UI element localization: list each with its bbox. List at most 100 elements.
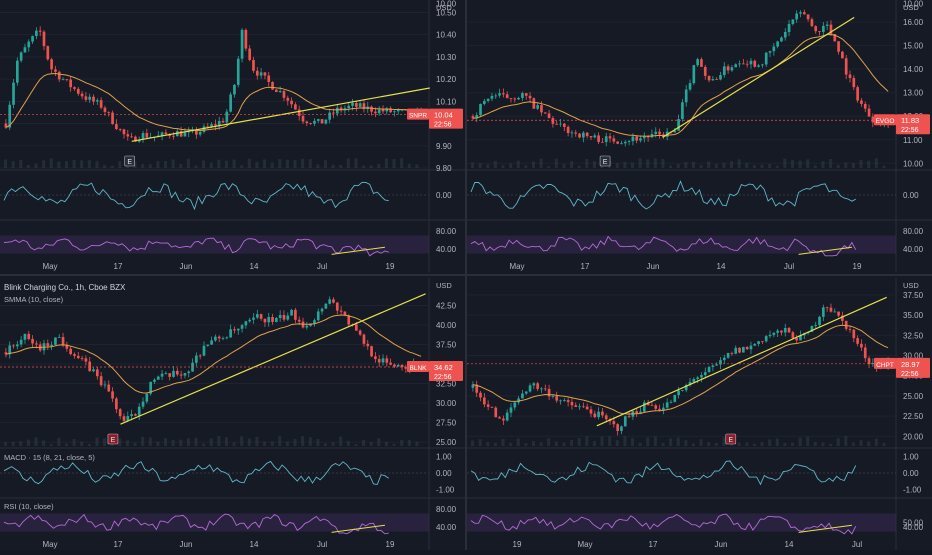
volume-bar [699, 439, 703, 446]
candle-body [233, 329, 236, 331]
candle-body [183, 373, 187, 376]
candle-body [860, 100, 863, 104]
symbol-tag [407, 108, 429, 120]
candle-body [54, 69, 57, 72]
price-tick-label: 22.50 [903, 412, 924, 421]
candle-body [513, 98, 517, 100]
volume-bar [346, 441, 350, 446]
candle-body [532, 383, 536, 386]
candle-body [225, 111, 229, 123]
candle-body [92, 96, 95, 102]
time-tick-label: Jun [180, 262, 193, 271]
volume-bar [240, 436, 244, 446]
volume-bar [87, 443, 91, 446]
volume-bar [501, 165, 505, 168]
volume-bar [263, 441, 267, 446]
price-tick-label: 40.00 [436, 321, 457, 330]
candle-body [355, 324, 358, 331]
candle-body [23, 47, 27, 53]
candle-body [616, 141, 619, 144]
volume-bar [346, 158, 350, 168]
rsi-tick-label: 80.00 [436, 505, 457, 514]
currency-label: USD [903, 3, 919, 12]
candle-body [787, 328, 791, 333]
volume-bar [646, 159, 650, 168]
candle-body [608, 136, 612, 139]
candle-body [524, 391, 528, 394]
candle-body [38, 30, 42, 32]
volume-bar [836, 438, 840, 446]
candle-body [810, 19, 814, 27]
symbol-tag [874, 357, 896, 369]
candle-body [696, 377, 699, 379]
volume-bar [171, 159, 175, 168]
candle-body [833, 311, 837, 313]
candle-body [570, 132, 574, 134]
last-price-tag [429, 108, 463, 129]
candle-body [494, 95, 498, 97]
candle-body [867, 358, 871, 365]
candle-body [290, 100, 293, 105]
candle-body [494, 407, 498, 418]
candle-body [711, 79, 715, 81]
candle-body [332, 112, 335, 114]
candle-body [84, 358, 88, 362]
candle-body [271, 81, 274, 90]
candle-body [111, 391, 114, 399]
candle-body [286, 315, 290, 320]
candle-body [347, 315, 351, 325]
candle-body [27, 333, 31, 339]
candle-body [69, 348, 72, 355]
candle-body [183, 132, 187, 137]
macd-tick-label: 1.00 [903, 453, 919, 462]
volume-bar [407, 439, 411, 446]
candle-body [122, 129, 126, 135]
candle-body [248, 48, 252, 60]
currency-label: USD [436, 281, 452, 290]
volume-bar [684, 161, 688, 168]
candle-body [852, 329, 856, 339]
volume-bar [34, 437, 38, 446]
candle-body [867, 108, 871, 117]
indicator-label: SMMA (10, close) [4, 295, 64, 304]
candle-body [396, 364, 400, 367]
volume-bar [570, 439, 574, 446]
candle-body [275, 89, 278, 93]
candle-body [570, 401, 574, 406]
candle-body [791, 332, 795, 339]
trendline [662, 16, 855, 138]
candle-body [692, 378, 696, 382]
volume-bar [19, 159, 23, 168]
volume-bar [630, 438, 635, 446]
volume-bar [790, 442, 795, 446]
symbol-tag-text: BLNK [410, 365, 428, 372]
volume-bar [707, 442, 711, 446]
volume-bar [316, 164, 320, 168]
volume-bar [592, 441, 596, 446]
candle-body [528, 385, 532, 392]
volume-bar [400, 439, 404, 446]
volume-bar [316, 438, 320, 446]
volume-bar [133, 161, 137, 168]
volume-bar [263, 159, 267, 168]
candle-body [168, 373, 172, 377]
time-tick-label: Jun [180, 540, 193, 549]
volume-bar [247, 158, 251, 168]
volume-bar [278, 159, 282, 168]
candle-body [593, 413, 597, 418]
candle-body [684, 89, 688, 103]
candle-body [852, 77, 856, 88]
candle-body [115, 124, 118, 130]
candle-body [255, 314, 259, 318]
volume-bar [49, 158, 53, 168]
candle-body [278, 314, 282, 318]
candle-body [252, 59, 255, 71]
volume-bar [125, 440, 129, 446]
candle-body [585, 406, 589, 410]
volume-bar [194, 165, 198, 168]
earnings-marker: E [107, 433, 119, 445]
volume-bar [829, 443, 833, 446]
candle-body [137, 406, 141, 416]
volume-bar [524, 443, 528, 446]
volume-bar [407, 163, 411, 168]
